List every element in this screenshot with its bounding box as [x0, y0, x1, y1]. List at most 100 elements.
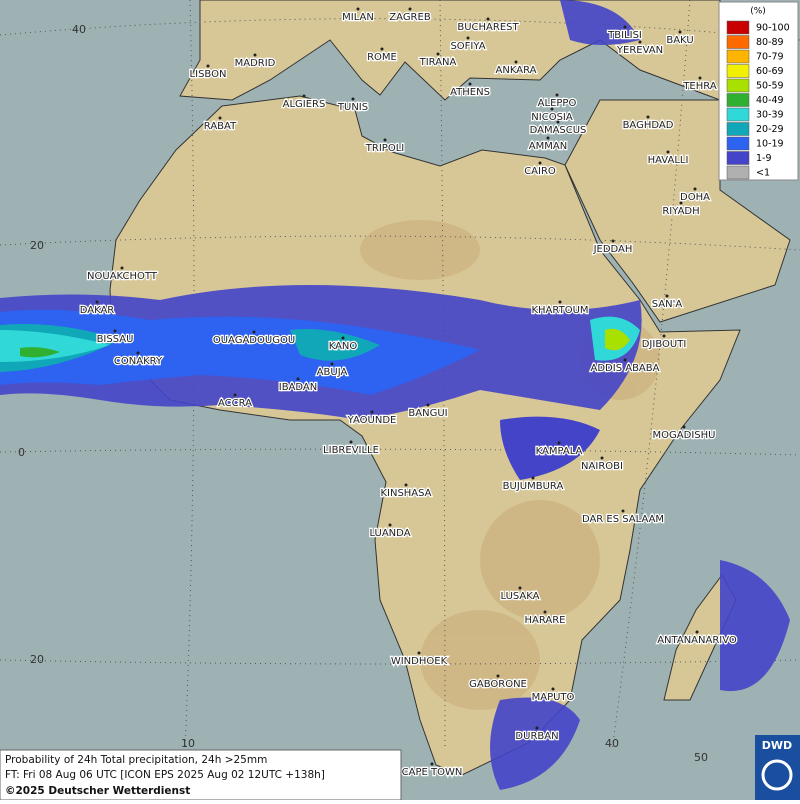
legend-swatch [726, 78, 750, 93]
city-dot [218, 116, 222, 120]
city-label: NAIROBI [581, 461, 623, 472]
caption-line: FT: Fri 08 Aug 06 UTC [ICON EPS 2025 Aug… [5, 769, 325, 781]
caption-box [0, 749, 402, 801]
city-dot [404, 483, 408, 487]
city-dot [531, 476, 535, 480]
city-label: DAR ES SALAAM [582, 514, 664, 525]
city-dot [546, 136, 550, 140]
graticule [0, 0, 800, 751]
city-label: IBADAN [279, 382, 318, 393]
city-dot [662, 334, 666, 338]
city-label: NOUAKCHOTT [87, 271, 158, 282]
city-dot [468, 82, 472, 86]
city-dot [206, 64, 210, 68]
city-dot [621, 509, 625, 513]
city-label: DOHA [680, 192, 710, 203]
city-dot [665, 294, 669, 298]
lat-label: 0 [18, 446, 25, 459]
city-label: TIRANA [419, 57, 457, 68]
city-label: BUJUMBURA [503, 481, 564, 492]
lon-label: 50 [694, 751, 708, 764]
city-dot [558, 300, 562, 304]
city-label: ANTANANARIVO [657, 635, 737, 646]
city-dot [557, 441, 561, 445]
city-label: LUSAKA [501, 591, 540, 602]
city-label: CAPE TOWN [402, 767, 463, 778]
caption-line: Probability of 24h Total precipitation, … [5, 754, 267, 766]
legend-swatch [726, 64, 750, 78]
city-label: DAMASCUS [530, 125, 587, 136]
city-dot [356, 7, 360, 11]
city-dot [623, 25, 627, 29]
city-label: SAN'A [652, 299, 683, 310]
city-dot [695, 630, 699, 634]
city-label: ABUJA [317, 367, 348, 378]
city-label: TBILISI [607, 30, 642, 41]
city-label: JEDDAH [593, 244, 633, 255]
city-dot [638, 40, 642, 44]
legend-label: 40-49 [756, 95, 784, 106]
city-label: KINSHASA [380, 488, 431, 499]
city-label: MAPUTO [532, 692, 575, 703]
city-dot [302, 94, 306, 98]
city-dot [514, 60, 518, 64]
city-dot [551, 687, 555, 691]
graticule-labels: 40 20 0 20 10 40 50 [18, 23, 708, 764]
city-label: MADRID [235, 58, 276, 69]
city-dot [698, 76, 702, 80]
city-dot [623, 358, 627, 362]
city-dot [426, 403, 430, 407]
city-label: HARARE [524, 615, 565, 626]
legend-label: 10-19 [756, 139, 784, 150]
city-dot [383, 138, 387, 142]
city-label: LISBON [190, 69, 227, 80]
city-dot [341, 336, 345, 340]
legend-swatch [726, 122, 750, 136]
city-label: ALEPPO [538, 98, 577, 109]
city-label: YAOUNDE [347, 415, 397, 426]
city-label: BAKU [666, 35, 693, 46]
city-dot [555, 93, 559, 97]
city-dot [349, 440, 353, 444]
city-dot [95, 300, 99, 304]
legend-label: 1-9 [756, 153, 772, 164]
city-dot [120, 266, 124, 270]
legend-swatch [726, 136, 750, 151]
city-dot [646, 115, 650, 119]
city-label: ANKARA [496, 65, 537, 76]
city-dot [693, 187, 697, 191]
legend-label: 90-100 [756, 23, 790, 34]
city-label: GABORONE [469, 679, 527, 690]
legend-swatch [726, 35, 750, 49]
arabia [564, 99, 791, 323]
city-dot [518, 586, 522, 590]
city-dot [678, 30, 682, 34]
city-label: DURBAN [515, 731, 558, 742]
city-dot [296, 377, 300, 381]
city-dot [330, 362, 334, 366]
logo-swirl [761, 759, 793, 791]
legend-swatch [726, 165, 750, 180]
city-dot [408, 7, 412, 11]
city-dot [543, 610, 547, 614]
city-label: BUCHAREST [457, 22, 519, 33]
city-label: ACCRA [218, 398, 252, 409]
legend-swatch [726, 93, 750, 107]
city-label: KAMPALA [536, 446, 583, 457]
legend: (%) 90-100 80-89 70-79 60-69 50-59 40-49 30-39… [718, 1, 799, 181]
city-dot [679, 201, 683, 205]
city-label: TUNIS [337, 102, 368, 113]
city-dot [417, 651, 421, 655]
city-dot [600, 456, 604, 460]
city-label: KHARTOUM [531, 305, 588, 316]
logo-text: DWD [762, 739, 792, 752]
legend-label: <1 [756, 168, 770, 179]
land [109, 0, 791, 776]
city-dot [535, 726, 539, 730]
city-dot [436, 52, 440, 56]
city-dot [550, 107, 554, 111]
legend-unit: (%) [750, 7, 766, 17]
city-label: TRIPOLI [365, 143, 404, 154]
lon-label: 10 [181, 737, 195, 750]
